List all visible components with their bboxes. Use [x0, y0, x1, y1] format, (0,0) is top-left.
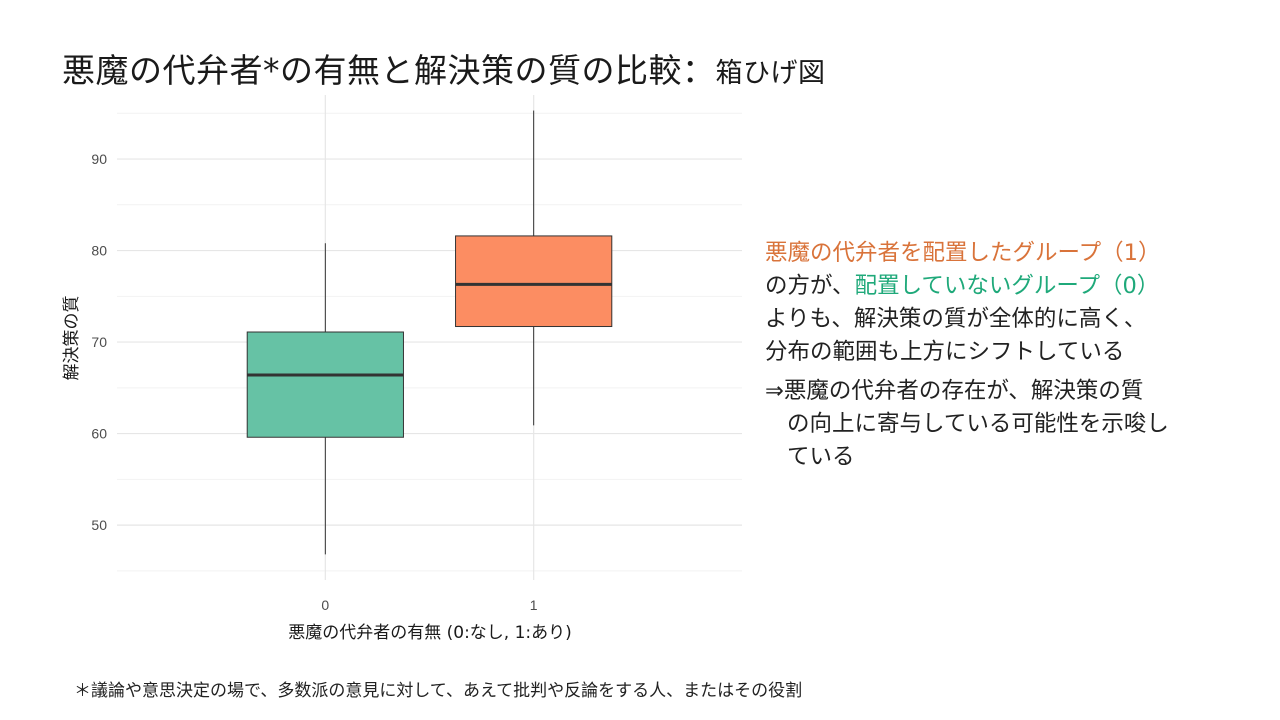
slide-title: 悪魔の代弁者*の有無と解決策の質の比較：箱ひげ図 — [62, 44, 826, 92]
x-tick-label: 0 — [321, 597, 329, 613]
note-line-1: 悪魔の代弁者を配置したグループ（1） — [765, 237, 1265, 270]
footnote: ＊議論や意思決定の場で、多数派の意見に対して、あえて批判や反論をする人、またはそ… — [74, 681, 803, 701]
note-line-2: の方が、配置していないグループ（0） — [765, 270, 1265, 303]
annotation-text: 悪魔の代弁者を配置したグループ（1） の方が、配置していないグループ（0） より… — [765, 237, 1265, 474]
grid — [117, 95, 742, 580]
box-group-1 — [455, 110, 613, 426]
y-tick-label: 70 — [91, 334, 107, 350]
group1-label: 悪魔の代弁者を配置したグループ（1） — [765, 240, 1161, 266]
title-sub: 箱ひげ図 — [715, 58, 826, 89]
conclusion-line-2: の向上に寄与している可能性を示唆し — [787, 411, 1169, 437]
boxes — [246, 110, 613, 555]
y-tick-label: 90 — [91, 151, 107, 167]
y-tick-label: 50 — [91, 517, 107, 533]
box-group-0 — [246, 243, 404, 555]
title-main: 悪魔の代弁者*の有無と解決策の質の比較： — [62, 51, 716, 90]
box — [246, 331, 404, 438]
box — [455, 235, 613, 328]
group0-label: 配置していないグループ（0） — [854, 273, 1160, 299]
conclusion-line-1: ⇒悪魔の代弁者の存在が、解決策の質 — [765, 378, 1144, 404]
note-line-3: よりも、解決策の質が全体的に高く、 — [765, 306, 1147, 332]
note-line2-prefix: の方が、 — [765, 273, 855, 299]
x-axis-title: 悪魔の代弁者の有無 (0:なし, 1:あり) — [288, 623, 572, 643]
note-line-4: 分布の範囲も上方にシフトしている — [765, 339, 1125, 365]
y-tick-label: 80 — [91, 243, 107, 259]
y-tick-labels: 50 60 70 80 90 — [91, 151, 107, 533]
y-tick-label: 60 — [91, 426, 107, 442]
x-tick-label: 1 — [530, 597, 538, 613]
y-axis-title: 解決策の質 — [62, 296, 82, 381]
conclusion-line-3: ている — [787, 444, 855, 470]
